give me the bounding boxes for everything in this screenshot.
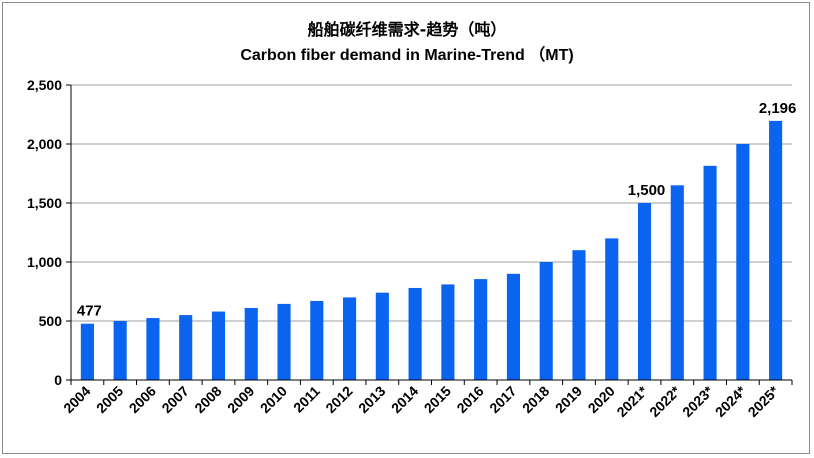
bar-2004 [80,323,94,380]
x-tick-label: 2025* [745,382,783,420]
bar-2022-est [670,185,684,380]
y-tick-label: 0 [54,372,62,388]
x-tick-label: 2013 [355,383,388,416]
chart-subtitle: Carbon fiber demand in Marine-Trend （MT) [240,47,574,64]
x-tick-label: 2018 [519,383,552,416]
x-tick-label: 2004 [60,383,93,416]
bar-2007 [179,315,193,380]
bar-2014 [408,287,422,380]
x-tick-label: 2007 [158,383,191,416]
y-tick-label: 2,000 [27,136,62,152]
bar-2017 [506,273,520,380]
x-axis-ticks: 2004 2005 2006 2007 2008 2009 2010 2011 2012 2013… [60,380,793,420]
bar-2010 [277,303,291,380]
bar-2021-est [637,203,652,380]
bar-2005 [113,321,127,380]
bar-2006 [146,318,160,380]
bars [80,120,783,380]
data-label: 2,196 [759,100,797,117]
x-tick-label: 2014 [388,383,421,416]
x-tick-label: 2022* [646,382,684,420]
bar-2020 [605,238,619,380]
y-tick-label: 1,000 [27,254,62,270]
x-tick-label: 2024* [712,382,750,420]
chart-title: 船舶碳纤维需求-趋势（吨） [307,20,507,39]
bar-2008 [211,311,226,380]
bar-2013 [375,292,389,380]
x-tick-label: 2015 [421,383,454,416]
x-tick-label: 2017 [486,383,519,416]
bar-2018 [539,262,553,380]
data-labels: 477 1,500 2,196 [77,100,797,320]
y-axis-ticks: 0 500 1,000 1,500 2,000 2,500 [27,77,71,388]
bar-2011 [310,300,324,380]
y-tick-label: 500 [39,313,63,329]
x-tick-label: 2005 [93,383,126,416]
x-tick-label: 2010 [257,383,290,416]
bar-2012 [343,297,357,380]
y-tick-label: 1,500 [27,195,62,211]
x-tick-label: 2023* [679,382,717,420]
bar-2023-est [703,165,717,380]
data-label: 477 [77,303,102,320]
bar-2024-est [736,144,750,380]
bar-2015 [441,284,455,380]
bar-2019 [572,250,586,380]
x-tick-label: 2008 [191,383,224,416]
x-tick-label: 2016 [453,383,486,416]
x-tick-label: 2019 [552,383,585,416]
x-tick-label: 2009 [224,383,257,416]
x-tick-label: 2012 [322,383,355,416]
x-tick-label: 2011 [290,383,323,416]
x-tick-label: 2020 [585,383,618,416]
bar-2009 [244,308,258,380]
y-tick-label: 2,500 [27,77,62,93]
x-tick-label: 2021* [613,382,651,420]
x-tick-label: 2006 [126,383,159,416]
bar-2016 [474,279,488,380]
data-label: 1,500 [628,182,666,199]
bar-2025-est [769,120,783,380]
